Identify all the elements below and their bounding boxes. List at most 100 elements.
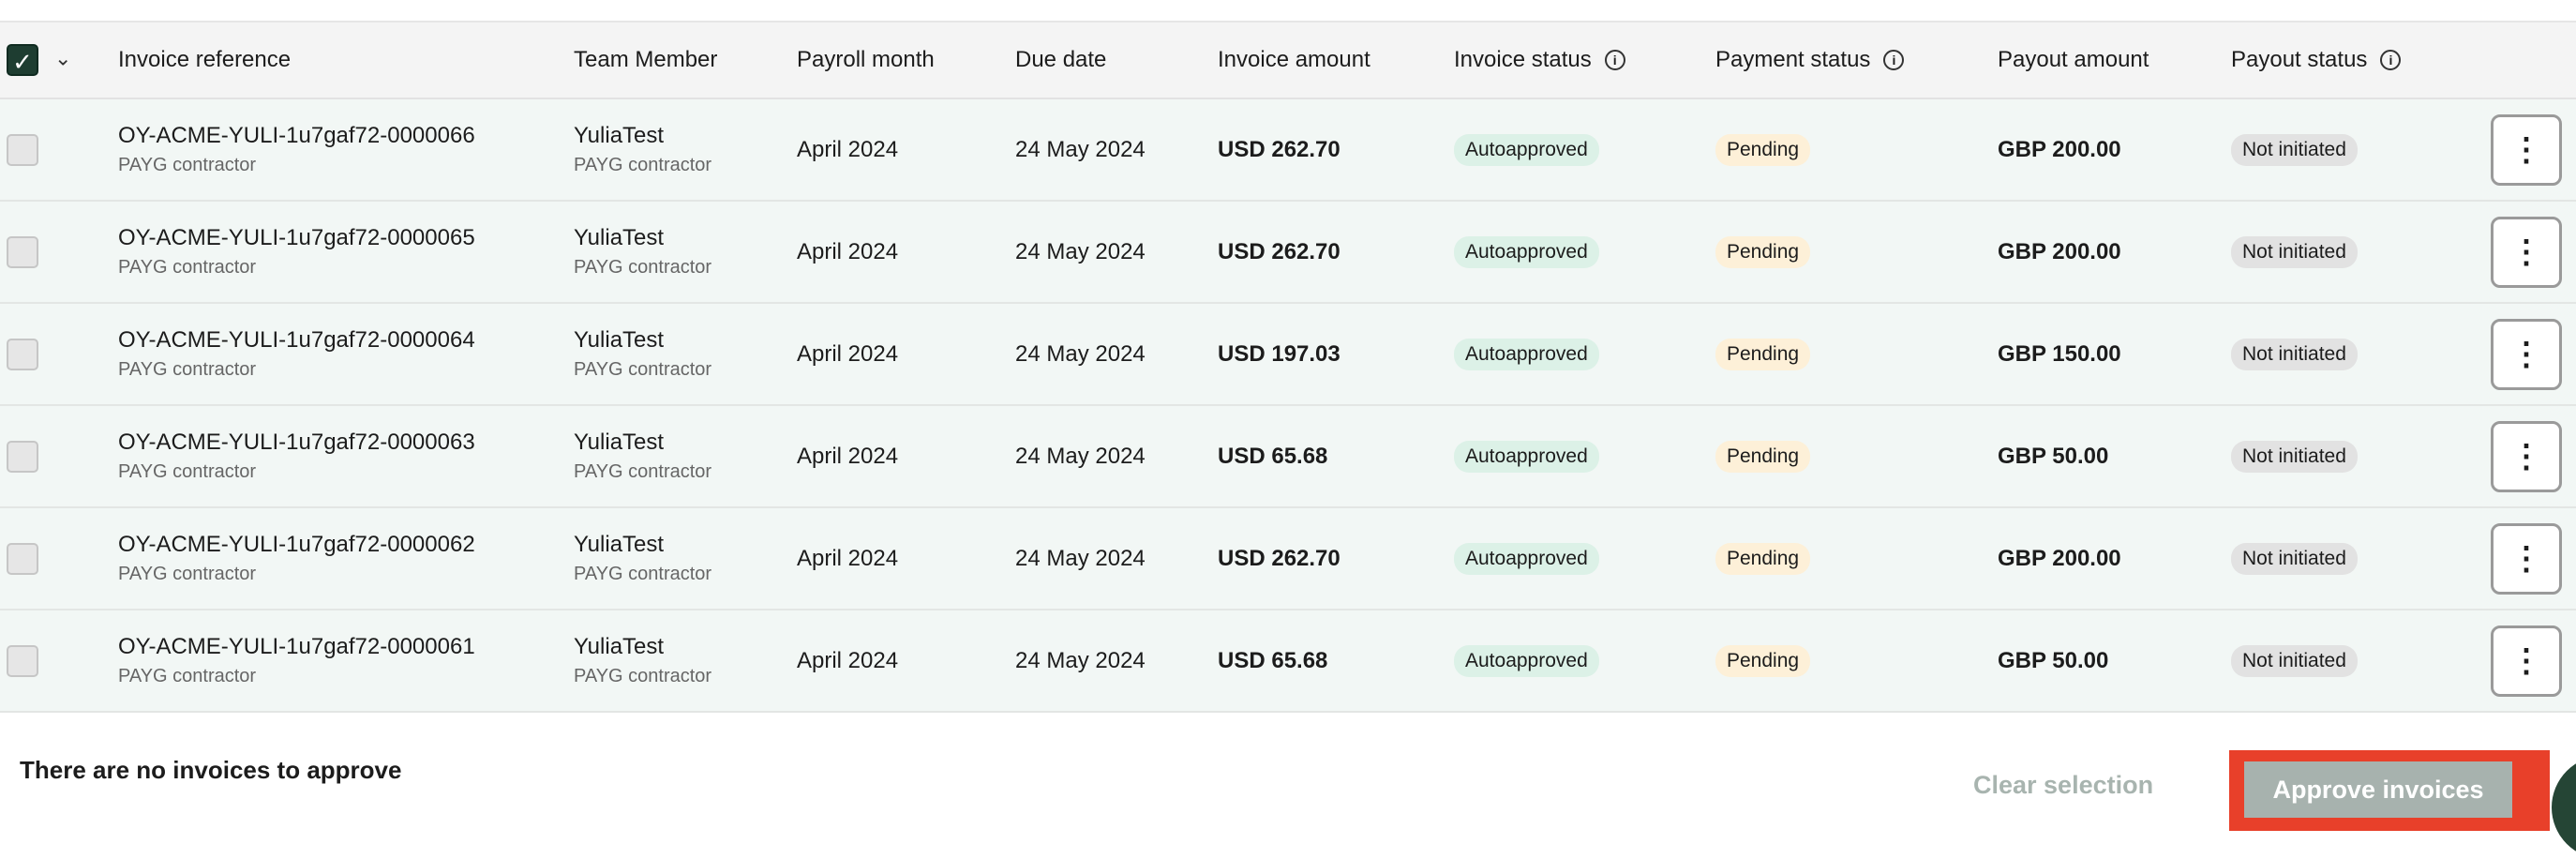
payroll-month-cell: April 2024 xyxy=(797,340,899,367)
row-checkbox[interactable] xyxy=(7,338,38,370)
status-badge: Autoapproved xyxy=(1454,235,1599,268)
invoice-reference-cell: OY-ACME-YULI-1u7gaf72-0000064 PAYG contra… xyxy=(118,327,475,380)
payment-status-cell: Pending xyxy=(1715,406,1811,506)
header-invoice-amount[interactable]: Invoice amount xyxy=(1218,47,1370,72)
row-menu-button[interactable]: ⋮ xyxy=(2491,625,2562,697)
table-row[interactable]: OY-ACME-YULI-1u7gaf72-0000062 PAYG contra… xyxy=(0,508,2576,610)
payout-status-cell: Not initiated xyxy=(2231,304,2358,404)
due-date-cell: 24 May 2024 xyxy=(1015,136,1146,162)
status-badge: Not initiated xyxy=(2231,235,2358,268)
payout-status-cell: Not initiated xyxy=(2231,508,2358,609)
table-row[interactable]: OY-ACME-YULI-1u7gaf72-0000066 PAYG contra… xyxy=(0,99,2576,202)
row-checkbox[interactable] xyxy=(7,235,38,268)
header-invoice-status[interactable]: Invoice status i xyxy=(1454,23,1625,98)
info-circle-icon[interactable]: i xyxy=(1604,50,1625,70)
due-date-cell: 24 May 2024 xyxy=(1015,545,1146,571)
more-vertical-icon: ⋮ xyxy=(2510,234,2542,270)
more-vertical-icon: ⋮ xyxy=(2510,642,2542,679)
table-row[interactable]: OY-ACME-YULI-1u7gaf72-0000063 PAYG contra… xyxy=(0,406,2576,508)
row-checkbox[interactable] xyxy=(7,440,38,473)
invoice-amount-cell: USD 262.70 xyxy=(1218,136,1340,162)
team-member-cell: YuliaTest PAYG contractor xyxy=(574,123,712,175)
due-date-cell: 24 May 2024 xyxy=(1015,238,1146,264)
table-row[interactable]: OY-ACME-YULI-1u7gaf72-0000064 PAYG contra… xyxy=(0,304,2576,406)
payout-status-cell: Not initiated xyxy=(2231,202,2358,302)
row-checkbox[interactable] xyxy=(7,644,38,677)
invoice-reference-cell: OY-ACME-YULI-1u7gaf72-0000066 PAYG contra… xyxy=(118,123,475,175)
status-badge: Autoapproved xyxy=(1454,542,1599,575)
approve-invoices-button[interactable]: Approve invoices xyxy=(2244,761,2512,818)
invoice-amount-cell: USD 262.70 xyxy=(1218,545,1340,571)
payout-status-cell: Not initiated xyxy=(2231,610,2358,711)
payout-status-cell: Not initiated xyxy=(2231,99,2358,200)
chevron-down-icon[interactable]: ⌄ xyxy=(54,46,72,70)
invoice-reference-cell: OY-ACME-YULI-1u7gaf72-0000065 PAYG contra… xyxy=(118,225,475,278)
payout-amount-cell: GBP 200.00 xyxy=(1998,545,2121,571)
row-checkbox[interactable] xyxy=(7,133,38,166)
status-badge: Pending xyxy=(1715,338,1811,370)
invoice-status-cell: Autoapproved xyxy=(1454,99,1599,200)
select-all-checkbox[interactable]: ✓ xyxy=(7,44,38,76)
invoice-amount-cell: USD 262.70 xyxy=(1218,238,1340,264)
row-menu-button[interactable]: ⋮ xyxy=(2491,522,2562,595)
payout-amount-cell: GBP 50.00 xyxy=(1998,443,2109,469)
more-vertical-icon: ⋮ xyxy=(2510,336,2542,372)
payroll-month-cell: April 2024 xyxy=(797,136,899,162)
no-invoices-message: There are no invoices to approve xyxy=(20,756,402,784)
status-badge: Autoapproved xyxy=(1454,644,1599,677)
invoice-status-cell: Autoapproved xyxy=(1454,610,1599,711)
invoice-reference-cell: OY-ACME-YULI-1u7gaf72-0000062 PAYG contra… xyxy=(118,532,475,584)
invoice-reference-cell: OY-ACME-YULI-1u7gaf72-0000063 PAYG contra… xyxy=(118,430,475,482)
invoice-table: ✓ ⌄ Invoice reference Team Member Payrol… xyxy=(0,21,2576,713)
header-team-member[interactable]: Team Member xyxy=(574,47,718,72)
header-due-date[interactable]: Due date xyxy=(1015,47,1107,72)
header-payout-amount[interactable]: Payout amount xyxy=(1998,47,2149,72)
header-invoice-reference[interactable]: Invoice reference xyxy=(118,47,292,72)
status-badge: Pending xyxy=(1715,235,1811,268)
header-payment-status[interactable]: Payment status i xyxy=(1715,23,1905,98)
info-circle-icon[interactable]: i xyxy=(1883,50,1905,70)
payment-status-cell: Pending xyxy=(1715,304,1811,404)
team-member-cell: YuliaTest PAYG contractor xyxy=(574,327,712,380)
table-row[interactable]: OY-ACME-YULI-1u7gaf72-0000061 PAYG contra… xyxy=(0,610,2576,713)
status-badge: Not initiated xyxy=(2231,542,2358,575)
row-checkbox[interactable] xyxy=(7,542,38,575)
due-date-cell: 24 May 2024 xyxy=(1015,340,1146,367)
row-menu-button[interactable]: ⋮ xyxy=(2491,420,2562,492)
row-menu-button[interactable]: ⋮ xyxy=(2491,318,2562,390)
header-payout-status[interactable]: Payout status i xyxy=(2231,23,2402,98)
payment-status-cell: Pending xyxy=(1715,99,1811,200)
status-badge: Not initiated xyxy=(2231,133,2358,166)
team-member-cell: YuliaTest PAYG contractor xyxy=(574,532,712,584)
chat-launcher-button[interactable] xyxy=(2552,756,2576,859)
status-badge: Not initiated xyxy=(2231,440,2358,473)
payout-status-cell: Not initiated xyxy=(2231,406,2358,506)
invoice-status-cell: Autoapproved xyxy=(1454,202,1599,302)
invoice-reference-cell: OY-ACME-YULI-1u7gaf72-0000061 PAYG contra… xyxy=(118,634,475,686)
more-vertical-icon: ⋮ xyxy=(2510,131,2542,168)
payroll-month-cell: April 2024 xyxy=(797,238,899,264)
invoice-amount-cell: USD 65.68 xyxy=(1218,443,1328,469)
status-badge: Autoapproved xyxy=(1454,338,1599,370)
payroll-month-cell: April 2024 xyxy=(797,545,899,571)
status-badge: Pending xyxy=(1715,644,1811,677)
status-badge: Autoapproved xyxy=(1454,440,1599,473)
invoice-status-cell: Autoapproved xyxy=(1454,406,1599,506)
clear-selection-button[interactable]: Clear selection xyxy=(1973,771,2154,799)
payment-status-cell: Pending xyxy=(1715,202,1811,302)
header-payroll-month[interactable]: Payroll month xyxy=(797,47,935,72)
payout-amount-cell: GBP 200.00 xyxy=(1998,136,2121,162)
row-menu-button[interactable]: ⋮ xyxy=(2491,113,2562,186)
due-date-cell: 24 May 2024 xyxy=(1015,443,1146,469)
row-menu-button[interactable]: ⋮ xyxy=(2491,216,2562,288)
due-date-cell: 24 May 2024 xyxy=(1015,647,1146,673)
payment-status-cell: Pending xyxy=(1715,610,1811,711)
info-circle-icon[interactable]: i xyxy=(2380,50,2402,70)
payment-status-cell: Pending xyxy=(1715,508,1811,609)
team-member-cell: YuliaTest PAYG contractor xyxy=(574,225,712,278)
more-vertical-icon: ⋮ xyxy=(2510,540,2542,577)
payout-amount-cell: GBP 200.00 xyxy=(1998,238,2121,264)
payroll-month-cell: April 2024 xyxy=(797,443,899,469)
status-badge: Not initiated xyxy=(2231,644,2358,677)
table-row[interactable]: OY-ACME-YULI-1u7gaf72-0000065 PAYG contra… xyxy=(0,202,2576,304)
